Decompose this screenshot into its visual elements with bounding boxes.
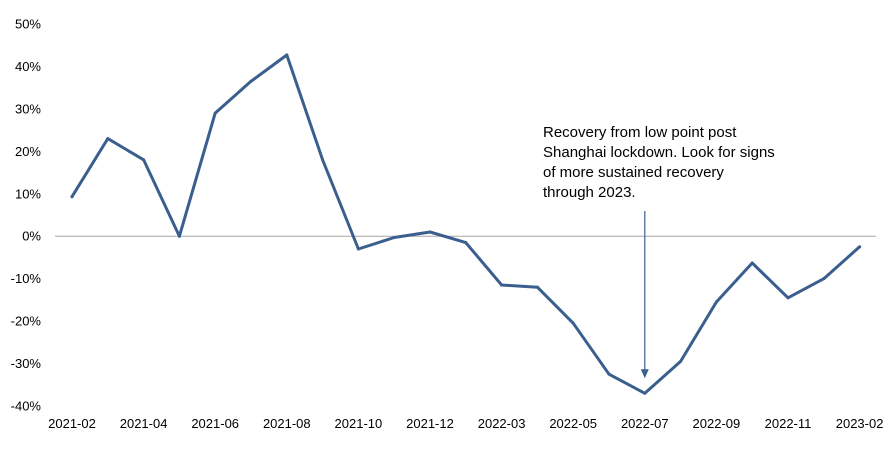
- data-point: [822, 277, 826, 281]
- data-point: [356, 247, 360, 251]
- y-tick-label: -20%: [11, 314, 42, 329]
- y-tick-label: 0%: [22, 229, 41, 244]
- y-tick-label: 20%: [15, 144, 41, 159]
- y-tick-label: 40%: [15, 59, 41, 74]
- x-tick-label: 2023-02: [836, 416, 884, 431]
- data-point: [70, 195, 74, 199]
- y-tick-label: -40%: [11, 399, 42, 414]
- x-tick-label: 2021-06: [191, 416, 239, 431]
- x-tick-label: 2022-05: [549, 416, 597, 431]
- data-point: [249, 79, 253, 83]
- x-tick-label: 2022-11: [765, 416, 812, 431]
- x-tick-label: 2021-02: [48, 416, 96, 431]
- y-axis: 50% 40% 30% 20% 10% 0% -10% -20% -30% -40%: [11, 17, 42, 414]
- data-point: [786, 296, 790, 300]
- data-point: [714, 300, 718, 304]
- x-tick-label: 2021-08: [263, 416, 311, 431]
- y-tick-label: -30%: [11, 356, 42, 371]
- data-point: [750, 261, 754, 265]
- annotation-line: Shanghai lockdown. Look for signs: [543, 144, 775, 161]
- data-point: [428, 230, 432, 234]
- annotation: Recovery from low point post Shanghai loc…: [543, 124, 775, 379]
- data-point: [500, 283, 504, 287]
- x-tick-label: 2021-04: [120, 416, 168, 431]
- annotation-line: of more sustained recovery: [543, 164, 724, 181]
- annotation-line: Recovery from low point post: [543, 124, 737, 141]
- data-point: [142, 158, 146, 162]
- data-point: [535, 285, 539, 289]
- data-point: [679, 359, 683, 363]
- data-point: [643, 391, 647, 395]
- data-point: [571, 321, 575, 325]
- x-tick-label: 2021-12: [406, 416, 454, 431]
- data-point: [106, 137, 110, 141]
- data-point: [177, 234, 181, 238]
- annotation-line: through 2023.: [543, 184, 636, 201]
- data-point: [321, 158, 325, 162]
- data-point: [464, 241, 468, 245]
- series-points: [70, 53, 862, 395]
- data-point: [392, 235, 396, 239]
- series-line: [70, 53, 862, 395]
- x-tick-label: 2022-03: [478, 416, 526, 431]
- annotation-arrow-head: [640, 369, 649, 379]
- data-point: [285, 53, 289, 57]
- x-axis: 2021-02 2021-04 2021-06 2021-08 2021-10 2021-…: [48, 416, 883, 431]
- data-point: [213, 111, 217, 115]
- y-tick-label: -10%: [11, 271, 42, 286]
- x-tick-label: 2022-09: [693, 416, 741, 431]
- x-tick-label: 2022-07: [621, 416, 669, 431]
- y-tick-label: 10%: [15, 186, 41, 201]
- x-tick-label: 2021-10: [335, 416, 383, 431]
- annotation-text: Recovery from low point post Shanghai loc…: [543, 124, 775, 201]
- y-tick-label: 30%: [15, 101, 41, 116]
- y-tick-label: 50%: [15, 17, 41, 32]
- data-point: [858, 245, 862, 249]
- data-point: [607, 372, 611, 376]
